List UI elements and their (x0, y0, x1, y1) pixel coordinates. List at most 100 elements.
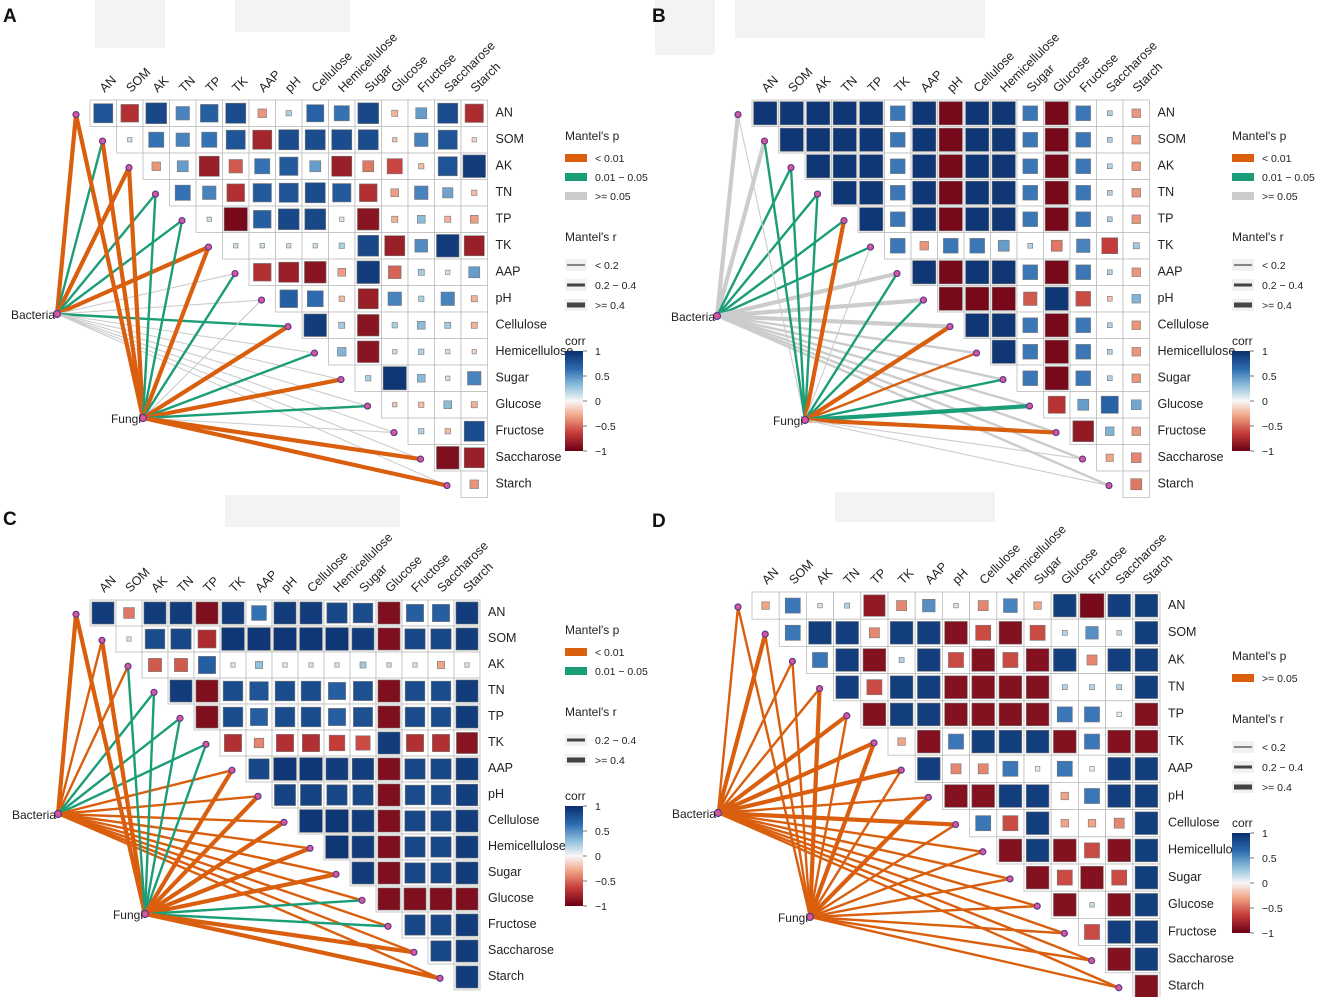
legend-r-label: 0.2 − 0.4 (595, 735, 636, 747)
heatmap-cell (1132, 242, 1140, 250)
heatmap-cell (1107, 348, 1113, 355)
mantel-link (126, 165, 146, 421)
heatmap-cell (148, 131, 165, 148)
mantel-link (142, 820, 287, 917)
heatmap-cell (1134, 648, 1159, 672)
row-label: Hemicellulose (1158, 344, 1236, 358)
heatmap-cell (463, 420, 485, 442)
heatmap-cell (1076, 238, 1091, 253)
row-label: SOM (1158, 132, 1186, 146)
mantel-link (142, 417, 395, 434)
heatmap-cell (120, 104, 139, 123)
column-label: AN (97, 73, 119, 95)
heatmap-cell (971, 648, 995, 672)
heatmap-cell (1134, 702, 1159, 727)
column-label: AAP (253, 568, 281, 596)
heatmap-cell (404, 836, 426, 858)
mantel-link (56, 313, 422, 460)
heatmap-cell (1107, 216, 1113, 223)
heatmap-cell (390, 188, 399, 197)
mantel-link (802, 218, 847, 423)
column-label: AN (759, 565, 781, 587)
heatmap-cell (890, 105, 906, 121)
mantel-link (807, 740, 877, 920)
heatmap-cell (274, 784, 296, 806)
heatmap-cell (832, 180, 857, 205)
bacteria-label: Bacteria (671, 310, 715, 324)
mantel-link (716, 811, 1039, 908)
heatmap-cell (357, 314, 380, 337)
mantel-link (803, 351, 978, 422)
heatmap-cell (991, 101, 1016, 126)
legend-r-label: < 0.2 (595, 260, 619, 272)
heatmap-cell (432, 734, 450, 752)
mantel-link (54, 244, 211, 317)
mantel-link (56, 665, 130, 816)
heatmap-cell (470, 401, 478, 409)
heatmap-cell (1131, 108, 1141, 118)
heatmap-cell (455, 965, 479, 989)
row-label: AAP (1158, 264, 1183, 278)
heatmap-cell (359, 183, 378, 202)
heatmap-cell (1131, 426, 1141, 436)
row-label: Hemicellulose (1168, 843, 1246, 857)
heatmap-cell (325, 835, 349, 859)
mantel-link (808, 915, 1093, 962)
mantel-link (140, 244, 211, 421)
heatmap-cell (384, 235, 406, 257)
heatmap-cell (195, 679, 219, 703)
heatmap-cell (1107, 190, 1113, 196)
heatmap-cell (917, 757, 941, 781)
heatmap-cell (1134, 838, 1159, 863)
heatmap-cell (430, 810, 452, 832)
legend-p-swatch (565, 192, 587, 200)
heatmap-cell (334, 662, 340, 668)
mantel-link (142, 299, 263, 419)
heatmap-cell (779, 101, 804, 126)
heatmap-cell (299, 809, 323, 833)
heatmap-cell (418, 428, 425, 435)
row-label: Cellulose (488, 813, 539, 827)
heatmap-cell (339, 216, 345, 222)
mantel-link (716, 811, 1012, 881)
row-label: Cellulose (496, 317, 547, 331)
variable-node (254, 792, 262, 800)
variable-node (787, 163, 795, 172)
heatmap-cell (977, 600, 989, 611)
heatmap-cell (1107, 893, 1131, 917)
heatmap-cell (257, 108, 267, 118)
heatmap-cell (1107, 269, 1113, 275)
heatmap-cell (1107, 838, 1131, 863)
heatmap-cell (1044, 127, 1069, 152)
heatmap-cell (303, 313, 327, 337)
heatmap-cell (403, 887, 427, 911)
heatmap-cell (300, 706, 322, 728)
row-label: AAP (1168, 761, 1193, 775)
fungi-label: Fungi (111, 412, 141, 426)
heatmap-cell (917, 675, 941, 699)
column-label: AK (150, 73, 172, 95)
mantel-link (808, 850, 984, 919)
column-label: AK (812, 73, 834, 95)
heatmap-cell (251, 605, 267, 621)
background-mask (835, 492, 995, 522)
heatmap-cell (890, 132, 906, 148)
row-label: pH (496, 291, 512, 305)
heatmap-cell (998, 729, 1023, 754)
row-label: SOM (1168, 625, 1196, 639)
heatmap-cell (273, 757, 297, 781)
heatmap-cell (1107, 920, 1131, 944)
column-label: TP (203, 74, 224, 95)
mantel-link (126, 665, 147, 916)
heatmap-cell (437, 102, 459, 124)
heatmap-cell (1116, 711, 1122, 717)
heatmap-cell (404, 758, 426, 780)
heatmap-cell (377, 731, 401, 755)
mantel-link (55, 139, 104, 316)
heatmap-cell (1131, 452, 1142, 463)
heatmap-cell (859, 207, 884, 232)
legend-r-label: 0.2 − 0.4 (1262, 762, 1303, 774)
row-label: Hemicellulose (496, 344, 574, 358)
heatmap-cell (1053, 838, 1077, 863)
mantel-link (142, 768, 235, 917)
